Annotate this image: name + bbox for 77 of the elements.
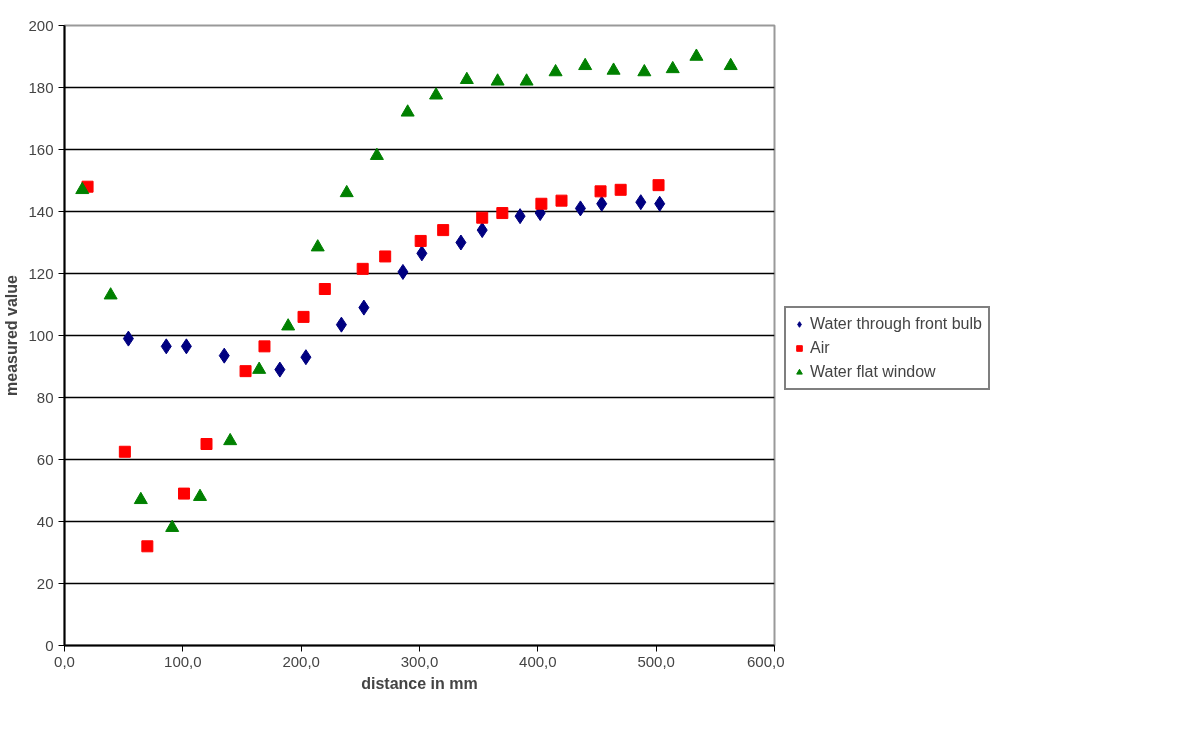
point (416, 245, 428, 262)
point (689, 48, 704, 61)
point (339, 184, 354, 198)
point (200, 438, 213, 450)
x-tick-label: 0,0 (54, 652, 75, 670)
point (437, 224, 450, 237)
point (476, 211, 489, 224)
y-axis-title: measured value (3, 274, 21, 396)
point (429, 87, 444, 100)
point (652, 179, 665, 192)
point (635, 194, 647, 211)
point (548, 63, 563, 77)
point (455, 234, 467, 251)
point (369, 147, 384, 160)
point (496, 207, 509, 220)
point (281, 318, 296, 331)
point (596, 195, 608, 212)
legend-label: Water through front bulb (810, 315, 982, 333)
point (122, 330, 134, 347)
point (180, 338, 192, 355)
point (514, 208, 526, 225)
point (400, 104, 415, 117)
point (178, 487, 191, 500)
point (358, 299, 370, 316)
y-tick-label: 40 (36, 512, 54, 530)
x-tick-label: 400,0 (519, 652, 557, 670)
point (519, 73, 534, 86)
point (637, 63, 652, 77)
x-tick-label: 600,0 (746, 652, 785, 670)
point (274, 361, 286, 378)
point (335, 316, 347, 333)
point (310, 239, 325, 252)
legend-label: Air (810, 339, 830, 357)
point (414, 234, 427, 247)
point (614, 183, 627, 196)
point (578, 57, 593, 71)
y-tick-label: 100 (28, 326, 54, 344)
y-tick-label: 160 (28, 140, 54, 158)
point (535, 197, 548, 210)
point (665, 60, 680, 74)
point (239, 365, 252, 378)
y-tick-label: 200 (28, 16, 54, 34)
y-tick-label: 60 (36, 450, 54, 468)
point (555, 194, 568, 207)
point (103, 287, 118, 300)
x-tick-label: 200,0 (282, 652, 320, 670)
point (300, 349, 312, 366)
point (490, 73, 505, 86)
point (476, 222, 488, 239)
y-tick-label: 120 (28, 264, 54, 282)
point (723, 57, 738, 71)
point (654, 195, 666, 212)
point (258, 340, 271, 353)
y-tick-label: 20 (36, 574, 54, 592)
y-tick-label: 80 (36, 388, 54, 406)
x-tick-label: 100,0 (164, 652, 202, 670)
point (160, 338, 172, 355)
legend-label: Water flat window (810, 363, 936, 381)
y-tick-label: 0 (45, 636, 54, 654)
point (118, 445, 131, 458)
x-axis-title: distance in mm (361, 674, 478, 692)
point (318, 283, 331, 295)
point (218, 347, 230, 364)
point (141, 540, 154, 553)
point (379, 250, 392, 263)
point (75, 181, 90, 195)
x-tick-label: 300,0 (400, 652, 439, 670)
point (594, 185, 607, 198)
point (574, 200, 586, 217)
point (356, 262, 369, 275)
point (606, 62, 621, 75)
y-tick-label: 140 (28, 202, 54, 220)
point (297, 310, 310, 323)
point (459, 71, 474, 84)
y-tick-label: 180 (28, 78, 54, 96)
x-tick-label: 500,0 (637, 652, 675, 670)
point (397, 263, 409, 280)
